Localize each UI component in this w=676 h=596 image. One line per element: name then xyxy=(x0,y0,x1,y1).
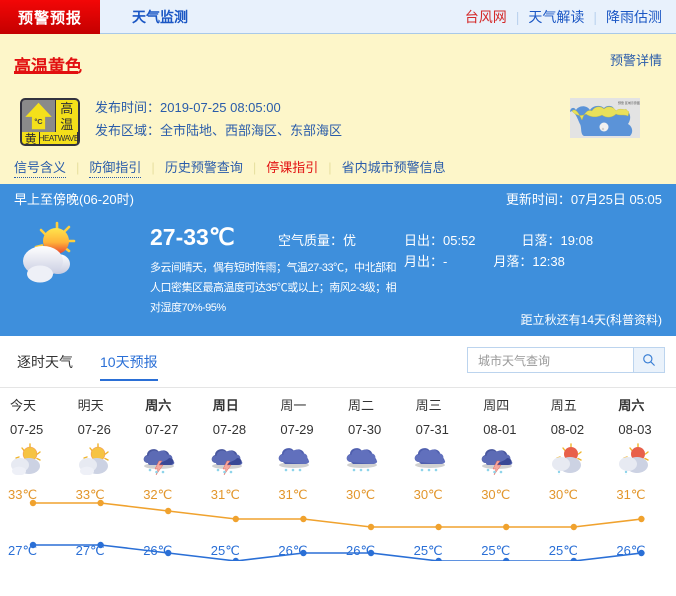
svg-text:°C: °C xyxy=(34,117,43,126)
svg-text:预警 区域示意图: 预警 区域示意图 xyxy=(618,100,640,105)
